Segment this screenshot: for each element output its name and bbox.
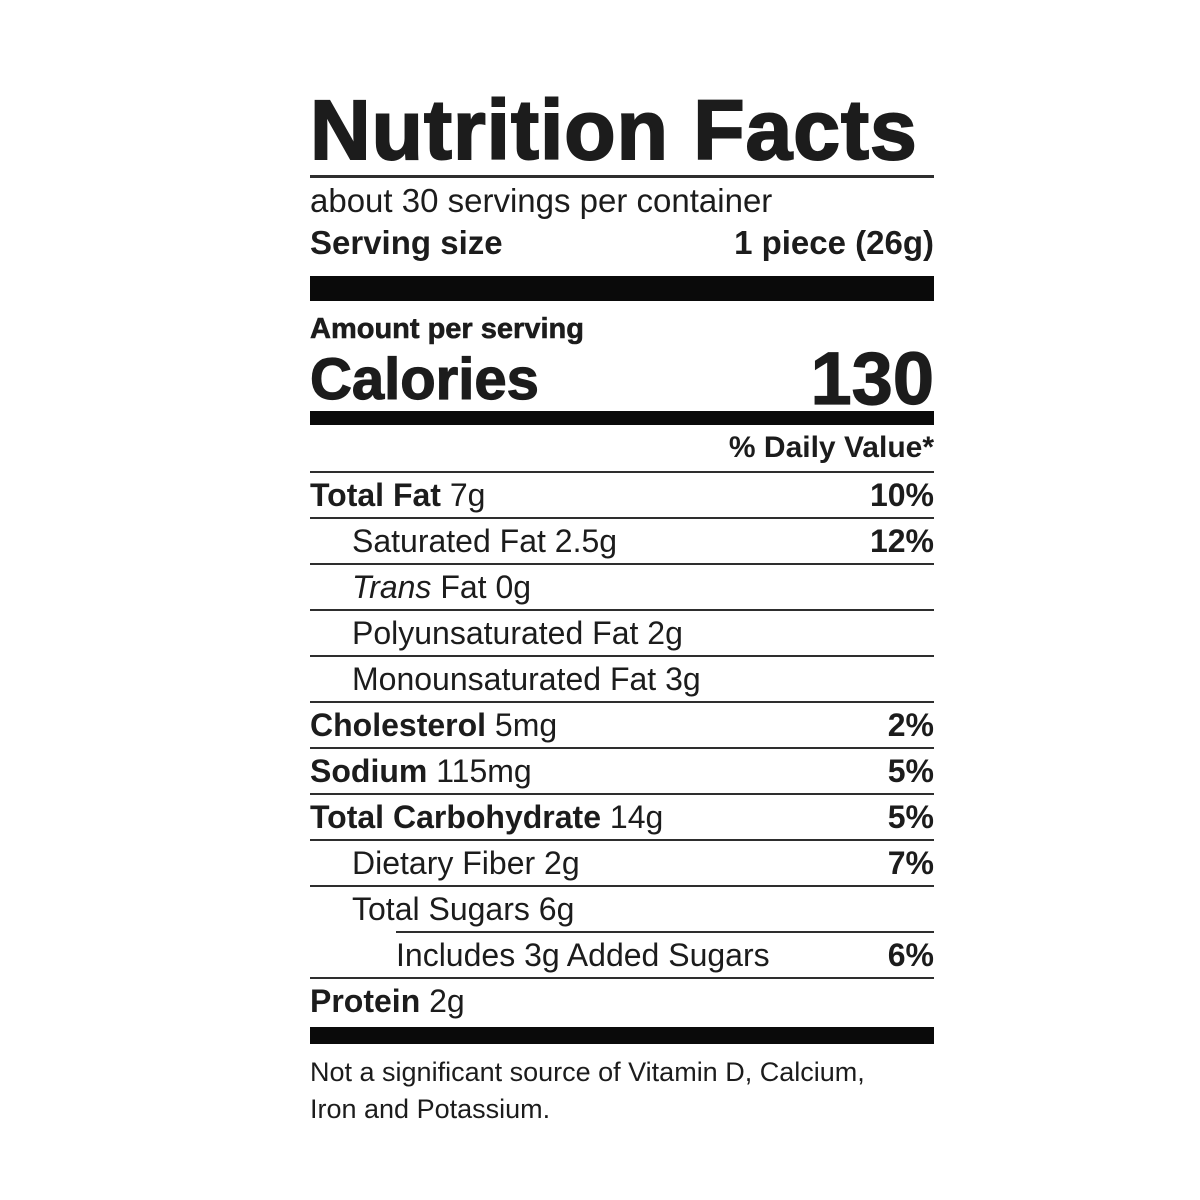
nutrient-name: Trans — [352, 569, 432, 605]
row-sodium: Sodium 115mg 5% — [310, 747, 934, 793]
nutrient-rows: Total Fat 7g 10% Saturated Fat 2.5g 12% … — [310, 471, 934, 1023]
thick-divider-bar — [310, 276, 934, 301]
row-total-sugars: Total Sugars 6g — [310, 885, 934, 931]
nutrient-name: Cholesterol — [310, 707, 487, 743]
calories-row: Calories 130 — [309, 337, 935, 420]
row-added-sugars: Includes 3g Added Sugars 6% — [310, 931, 934, 977]
serving-size-label: Serving size — [310, 224, 503, 261]
nutrient-name: Dietary Fiber 2g — [352, 845, 580, 881]
panel-title: Nutrition Facts — [309, 85, 934, 178]
nutrient-name: Saturated Fat 2.5g — [352, 523, 618, 559]
row-dietary-fiber: Dietary Fiber 2g 7% — [310, 839, 934, 885]
nutrient-amount: Fat 0g — [431, 569, 532, 605]
nutrient-amount: 14g — [601, 799, 664, 835]
daily-value-header: % Daily Value* — [728, 431, 934, 464]
serving-size-row: Serving size 1 piece (26g) — [310, 222, 934, 276]
footnote: Not a significant source of Vitamin D, C… — [310, 1054, 934, 1128]
calories-value: 130 — [810, 337, 935, 420]
nutrient-amount: 115mg — [427, 753, 532, 789]
nutrient-name: Protein — [310, 983, 421, 1019]
daily-value: 10% — [869, 477, 934, 513]
calories-label: Calories — [309, 347, 539, 412]
footnote-line-1: Not a significant source of Vitamin D, C… — [310, 1057, 865, 1087]
nutrient-name: Monounsaturated Fat 3g — [352, 661, 701, 697]
nutrient-amount: 5mg — [486, 707, 558, 743]
row-trans-fat: Trans Fat 0g — [310, 563, 934, 609]
daily-value: 5% — [887, 753, 934, 789]
nutrition-facts-panel: Nutrition Facts about 30 servings per co… — [309, 85, 935, 1128]
daily-value: 2% — [887, 707, 934, 743]
amount-per-serving-label: Amount per serving — [310, 313, 585, 346]
row-cholesterol: Cholesterol 5mg 2% — [310, 701, 934, 747]
row-polyunsaturated-fat: Polyunsaturated Fat 2g — [310, 609, 934, 655]
servings-per-container: about 30 servings per container — [310, 182, 773, 219]
daily-value: 5% — [887, 799, 934, 835]
medium-divider-bar — [310, 411, 934, 425]
row-total-fat: Total Fat 7g 10% — [310, 471, 934, 517]
row-total-carbohydrate: Total Carbohydrate 14g 5% — [310, 793, 934, 839]
nutrient-amount: 2g — [420, 983, 465, 1019]
nutrient-name: Polyunsaturated Fat 2g — [352, 615, 683, 651]
daily-value: 7% — [887, 845, 934, 881]
daily-value: 6% — [887, 937, 934, 973]
nutrient-name: Total Carbohydrate — [310, 799, 601, 835]
daily-value: 12% — [869, 523, 934, 559]
nutrient-name: Total Sugars 6g — [352, 891, 575, 927]
footnote-line-2: Iron and Potassium. — [310, 1094, 551, 1124]
serving-size-value: 1 piece (26g) — [734, 224, 934, 261]
row-monounsaturated-fat: Monounsaturated Fat 3g — [310, 655, 934, 701]
nutrient-name: Total Fat — [310, 477, 441, 513]
nutrient-name: Sodium — [310, 753, 428, 789]
nutrient-name: Includes 3g Added Sugars — [396, 937, 770, 973]
row-protein: Protein 2g — [310, 977, 934, 1023]
bottom-divider-bar — [310, 1027, 934, 1044]
row-saturated-fat: Saturated Fat 2.5g 12% — [310, 517, 934, 563]
nutrient-amount: 7g — [440, 477, 486, 513]
